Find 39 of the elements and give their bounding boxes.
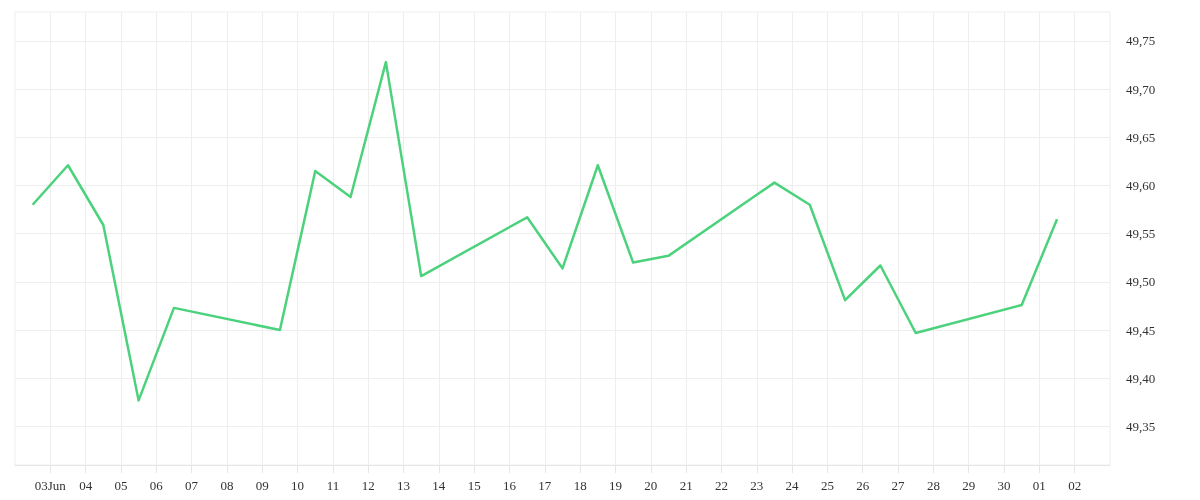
x-tick-label: 23 bbox=[750, 478, 764, 493]
x-tick-label: 25 bbox=[820, 478, 834, 493]
x-tick-label: 11 bbox=[326, 478, 340, 493]
x-tick-label: 03Jun bbox=[34, 478, 67, 493]
x-tick-label: 05 bbox=[114, 478, 128, 493]
y-tick-label: 49,65 bbox=[1126, 129, 1156, 145]
y-tick-label: 49,50 bbox=[1126, 274, 1156, 290]
y-tick-label: 49,55 bbox=[1126, 226, 1156, 242]
x-tick-label: 04 bbox=[79, 478, 93, 493]
x-tick-label: 21 bbox=[679, 478, 693, 493]
x-tick-label: 22 bbox=[714, 478, 728, 493]
x-tick-label: 24 bbox=[785, 478, 800, 493]
x-tick-label: 28 bbox=[926, 478, 940, 493]
x-tick-label: 30 bbox=[997, 478, 1011, 493]
y-tick-label: 49,60 bbox=[1126, 177, 1156, 193]
x-tick-label: 15 bbox=[467, 478, 481, 493]
x-tick-label: 17 bbox=[538, 478, 552, 493]
x-tick-label: 26 bbox=[856, 478, 870, 493]
x-tick-label: 27 bbox=[891, 478, 906, 493]
x-tick-label: 12 bbox=[361, 478, 375, 493]
y-tick-label: 49,75 bbox=[1126, 33, 1156, 49]
x-tick-label: 14 bbox=[432, 478, 446, 493]
x-tick-label: 06 bbox=[149, 478, 164, 493]
x-tick-label: 16 bbox=[503, 478, 517, 493]
x-tick-label: 02 bbox=[1068, 478, 1082, 493]
y-tick-label: 49,35 bbox=[1126, 418, 1156, 434]
x-tick-label: 01 bbox=[1032, 478, 1046, 493]
y-tick-label: 49,40 bbox=[1126, 370, 1156, 386]
y-tick-label: 49,70 bbox=[1126, 81, 1156, 97]
x-tick-label: 20 bbox=[644, 478, 658, 493]
x-tick-label: 13 bbox=[397, 478, 411, 493]
x-tick-label: 19 bbox=[608, 478, 622, 493]
x-tick-label: 08 bbox=[220, 478, 234, 493]
x-tick-label: 10 bbox=[291, 478, 305, 493]
x-tick-label: 29 bbox=[962, 478, 976, 493]
y-tick-label: 49,45 bbox=[1126, 322, 1156, 338]
x-tick-label: 09 bbox=[255, 478, 269, 493]
x-tick-label: 18 bbox=[573, 478, 587, 493]
x-tick-label: 07 bbox=[185, 478, 199, 493]
